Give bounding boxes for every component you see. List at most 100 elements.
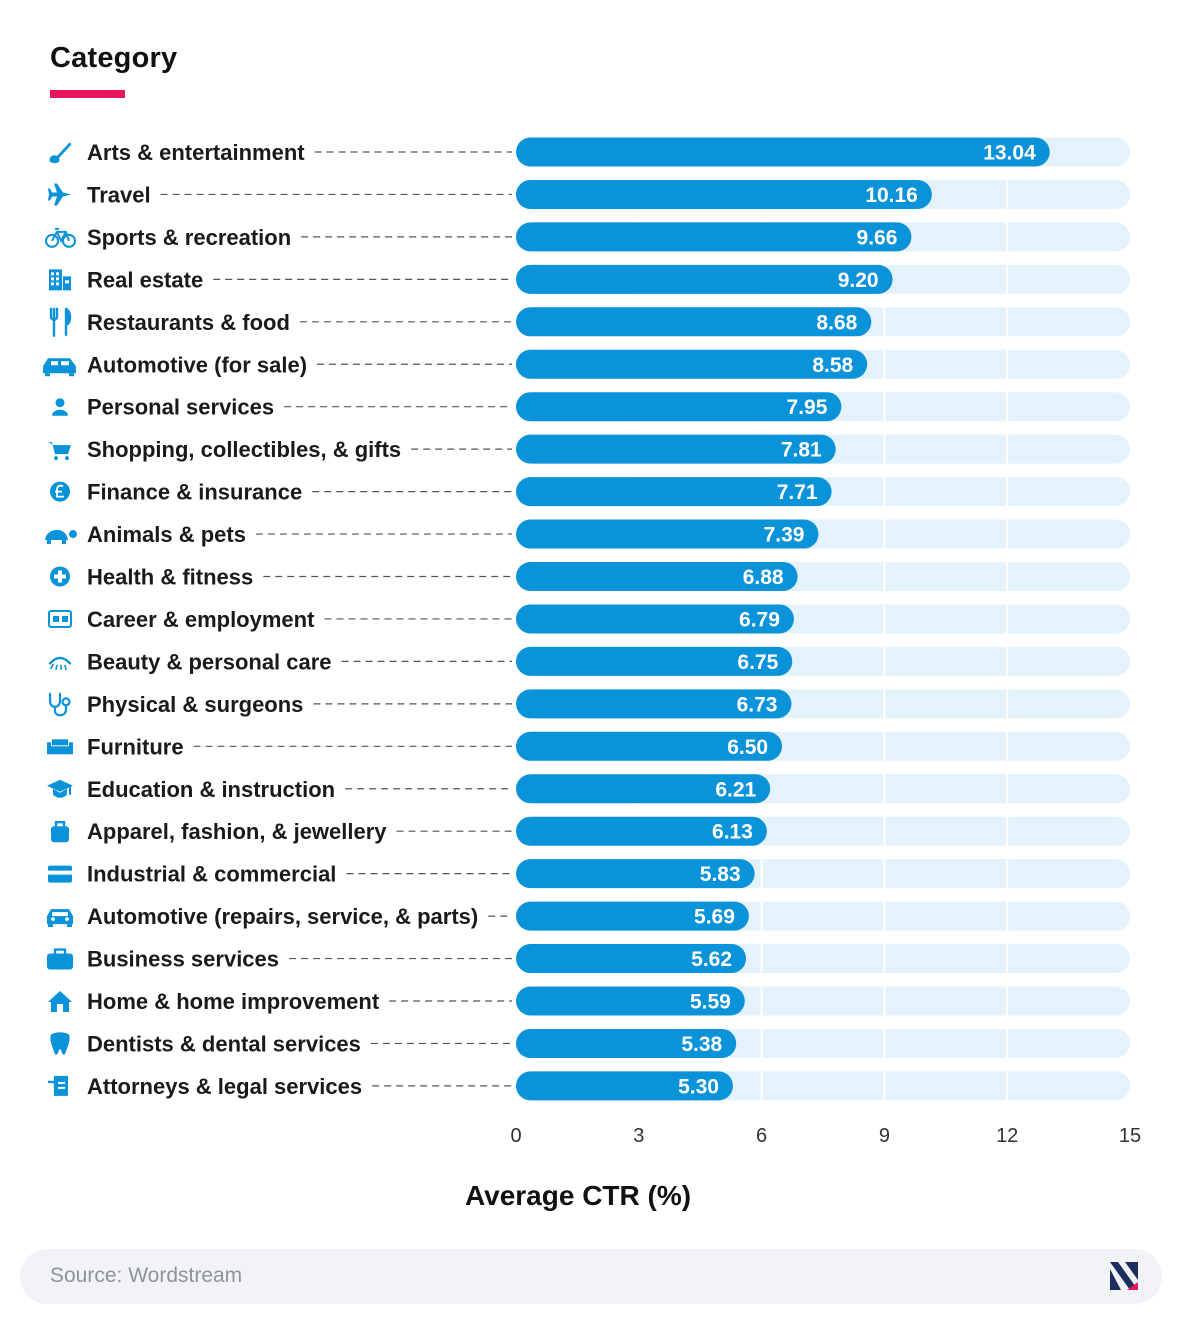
bar bbox=[516, 264, 893, 294]
id-card-icon bbox=[48, 609, 72, 628]
category-label: Business services bbox=[87, 947, 279, 972]
pound-coin-icon bbox=[50, 481, 70, 502]
category-label: Automotive (for sale) bbox=[87, 352, 307, 377]
graduation-cap-icon bbox=[47, 779, 73, 798]
value-label: 7.71 bbox=[777, 481, 818, 504]
category-label: Physical & surgeons bbox=[87, 692, 303, 717]
bar bbox=[516, 179, 932, 209]
bar bbox=[516, 731, 783, 761]
bar bbox=[516, 986, 745, 1016]
category-label: Sports & recreation bbox=[87, 225, 291, 250]
bar bbox=[516, 901, 749, 931]
x-tick-label: 3 bbox=[633, 1125, 644, 1147]
value-label: 5.83 bbox=[700, 863, 741, 886]
turtle-icon bbox=[45, 529, 77, 545]
category-label: Personal services bbox=[87, 395, 274, 420]
value-label: 5.59 bbox=[690, 991, 731, 1014]
category-label: Beauty & personal care bbox=[87, 649, 332, 674]
category-label: Animals & pets bbox=[87, 522, 246, 547]
bar bbox=[516, 137, 1050, 167]
building-icon bbox=[49, 269, 71, 291]
x-tick-label: 12 bbox=[996, 1125, 1018, 1147]
brand-logo-icon bbox=[1110, 1262, 1138, 1290]
bar bbox=[516, 392, 842, 422]
category-label: Real estate bbox=[87, 267, 203, 292]
value-label: 7.39 bbox=[764, 524, 805, 547]
legal-document-icon bbox=[48, 1075, 68, 1096]
fork-knife-icon bbox=[49, 307, 72, 337]
bar bbox=[516, 944, 747, 974]
handbag-icon bbox=[51, 821, 69, 843]
x-axis-title: Average CTR (%) bbox=[464, 1180, 692, 1211]
value-label: 6.88 bbox=[743, 566, 784, 589]
source-text: Source: Wordstream bbox=[50, 1264, 243, 1287]
bar bbox=[516, 816, 767, 846]
bar bbox=[516, 519, 819, 549]
bar bbox=[516, 1028, 737, 1058]
bar bbox=[516, 689, 792, 719]
category-label: Apparel, fashion, & jewellery bbox=[87, 819, 387, 844]
chart-heading: Category bbox=[50, 42, 178, 74]
x-tick-label: 6 bbox=[756, 1125, 767, 1147]
category-label: Arts & entertainment bbox=[87, 140, 305, 165]
value-label: 8.68 bbox=[816, 311, 857, 334]
eyelash-icon bbox=[48, 656, 72, 671]
bar bbox=[516, 434, 836, 464]
bicycle-icon bbox=[45, 227, 76, 248]
bar bbox=[516, 646, 793, 676]
bar bbox=[516, 562, 798, 591]
category-label: Career & employment bbox=[87, 607, 315, 632]
x-tick-label: 15 bbox=[1119, 1125, 1141, 1147]
person-icon bbox=[52, 398, 68, 416]
car-front-icon bbox=[43, 358, 76, 377]
value-label: 8.58 bbox=[812, 354, 853, 377]
category-label: Furniture bbox=[87, 734, 184, 759]
category-label: Health & fitness bbox=[87, 565, 253, 590]
bar bbox=[516, 222, 912, 252]
value-label: 7.95 bbox=[787, 396, 828, 419]
source-footer: Source: Wordstream bbox=[20, 1249, 1162, 1304]
x-tick-label: 0 bbox=[510, 1125, 521, 1147]
credit-card-icon bbox=[48, 865, 72, 883]
bar-chart: 13.04 Arts & entertainment 10.16 Travel 9.66… bbox=[43, 137, 1142, 1147]
category-label: Restaurants & food bbox=[87, 310, 290, 335]
briefcase-icon bbox=[47, 948, 73, 970]
paintbrush-icon bbox=[49, 142, 72, 164]
category-label: Education & instruction bbox=[87, 777, 335, 802]
bar bbox=[516, 307, 872, 337]
bar bbox=[516, 774, 771, 804]
value-label: 6.21 bbox=[715, 778, 756, 801]
value-label: 6.13 bbox=[712, 821, 753, 844]
value-label: 5.69 bbox=[694, 906, 735, 929]
airplane-icon bbox=[48, 183, 71, 206]
value-label: 6.73 bbox=[737, 693, 778, 716]
value-label: 5.62 bbox=[691, 948, 732, 971]
value-label: 7.81 bbox=[781, 439, 822, 462]
category-label: Finance & insurance bbox=[87, 480, 302, 505]
value-label: 6.50 bbox=[727, 736, 768, 759]
medical-cross-icon bbox=[50, 566, 70, 587]
bar bbox=[516, 349, 868, 379]
bar bbox=[516, 859, 755, 889]
tooth-icon bbox=[50, 1032, 70, 1055]
bar bbox=[516, 1071, 733, 1101]
heading-underline bbox=[50, 90, 125, 98]
x-tick-label: 9 bbox=[879, 1125, 890, 1147]
category-label: Travel bbox=[87, 182, 151, 207]
stethoscope-icon bbox=[48, 692, 71, 717]
shopping-cart-icon bbox=[48, 442, 71, 461]
value-label: 9.20 bbox=[838, 269, 879, 292]
sofa-icon bbox=[47, 739, 73, 755]
value-label: 9.66 bbox=[857, 226, 898, 249]
category-label: Automotive (repairs, service, & parts) bbox=[87, 904, 478, 929]
category-label: Home & home improvement bbox=[87, 989, 380, 1014]
value-label: 10.16 bbox=[865, 184, 918, 207]
category-label: Attorneys & legal services bbox=[87, 1074, 362, 1099]
value-label: 13.04 bbox=[983, 142, 1036, 165]
category-label: Shopping, collectibles, & gifts bbox=[87, 437, 401, 462]
bar bbox=[516, 477, 832, 507]
value-label: 6.75 bbox=[737, 651, 778, 674]
category-label: Dentists & dental services bbox=[87, 1031, 361, 1056]
value-label: 5.38 bbox=[681, 1033, 722, 1056]
bar bbox=[516, 604, 794, 634]
